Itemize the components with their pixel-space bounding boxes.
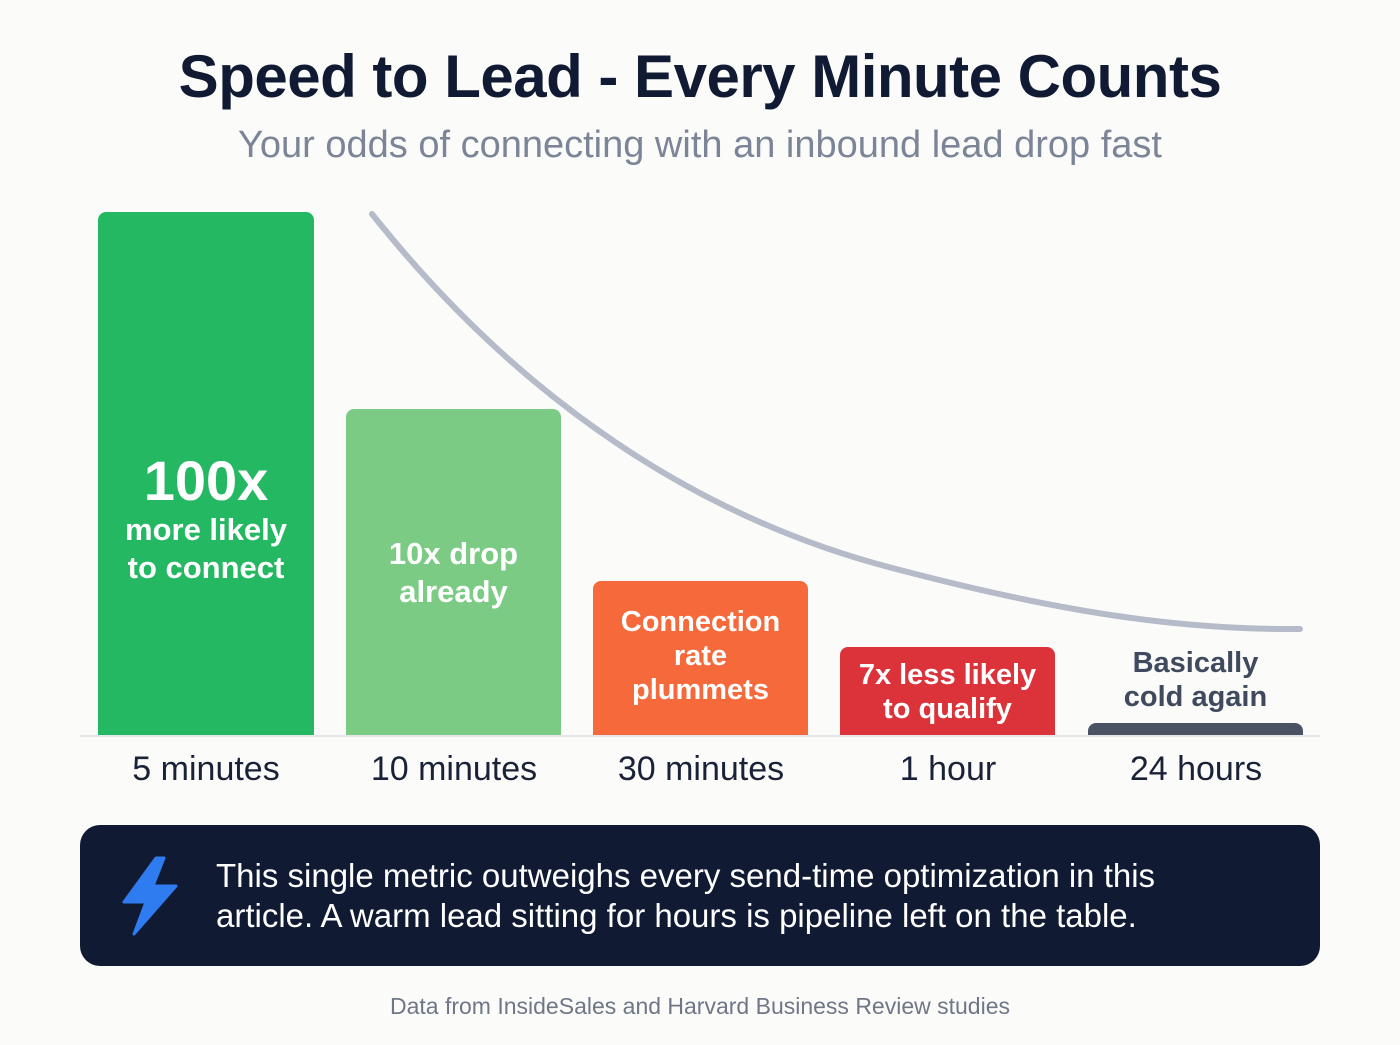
bar-value-label: 100x [143,449,269,512]
x-tick-label: 30 minutes [617,750,785,788]
callout-text: This single metric outweighs every send-… [216,856,1156,934]
x-axis-line [80,735,1320,737]
bar-24-hours-label: Basically cold again [1123,647,1268,713]
bar-1-hour: 7x less likely to qualify [840,647,1055,736]
bar-5-minutes: 100x more likely to connect [98,212,314,736]
x-tick-label: 5 minutes [132,750,280,788]
x-tick-label: 10 minutes [370,750,538,788]
trend-curve [369,211,1303,633]
source-note: Data from InsideSales and Harvard Busine… [389,993,1010,1019]
bar-24-hours [1088,723,1303,736]
bar-chart: 100x more likely to connect 10x drop alr… [80,211,1320,788]
page-subtitle: Your odds of connecting with an inbound … [238,124,1162,166]
x-tick-label: 1 hour [899,750,997,788]
x-tick-label: 24 hours [1129,750,1263,788]
bar-10-minutes: 10x drop already [346,409,561,736]
bar-30-minutes: Connection rate plummets [593,581,808,736]
lightning-bolt-icon [122,856,178,935]
insight-callout: This single metric outweighs every send-… [80,825,1320,966]
page-title: Speed to Lead - Every Minute Counts [178,43,1222,110]
